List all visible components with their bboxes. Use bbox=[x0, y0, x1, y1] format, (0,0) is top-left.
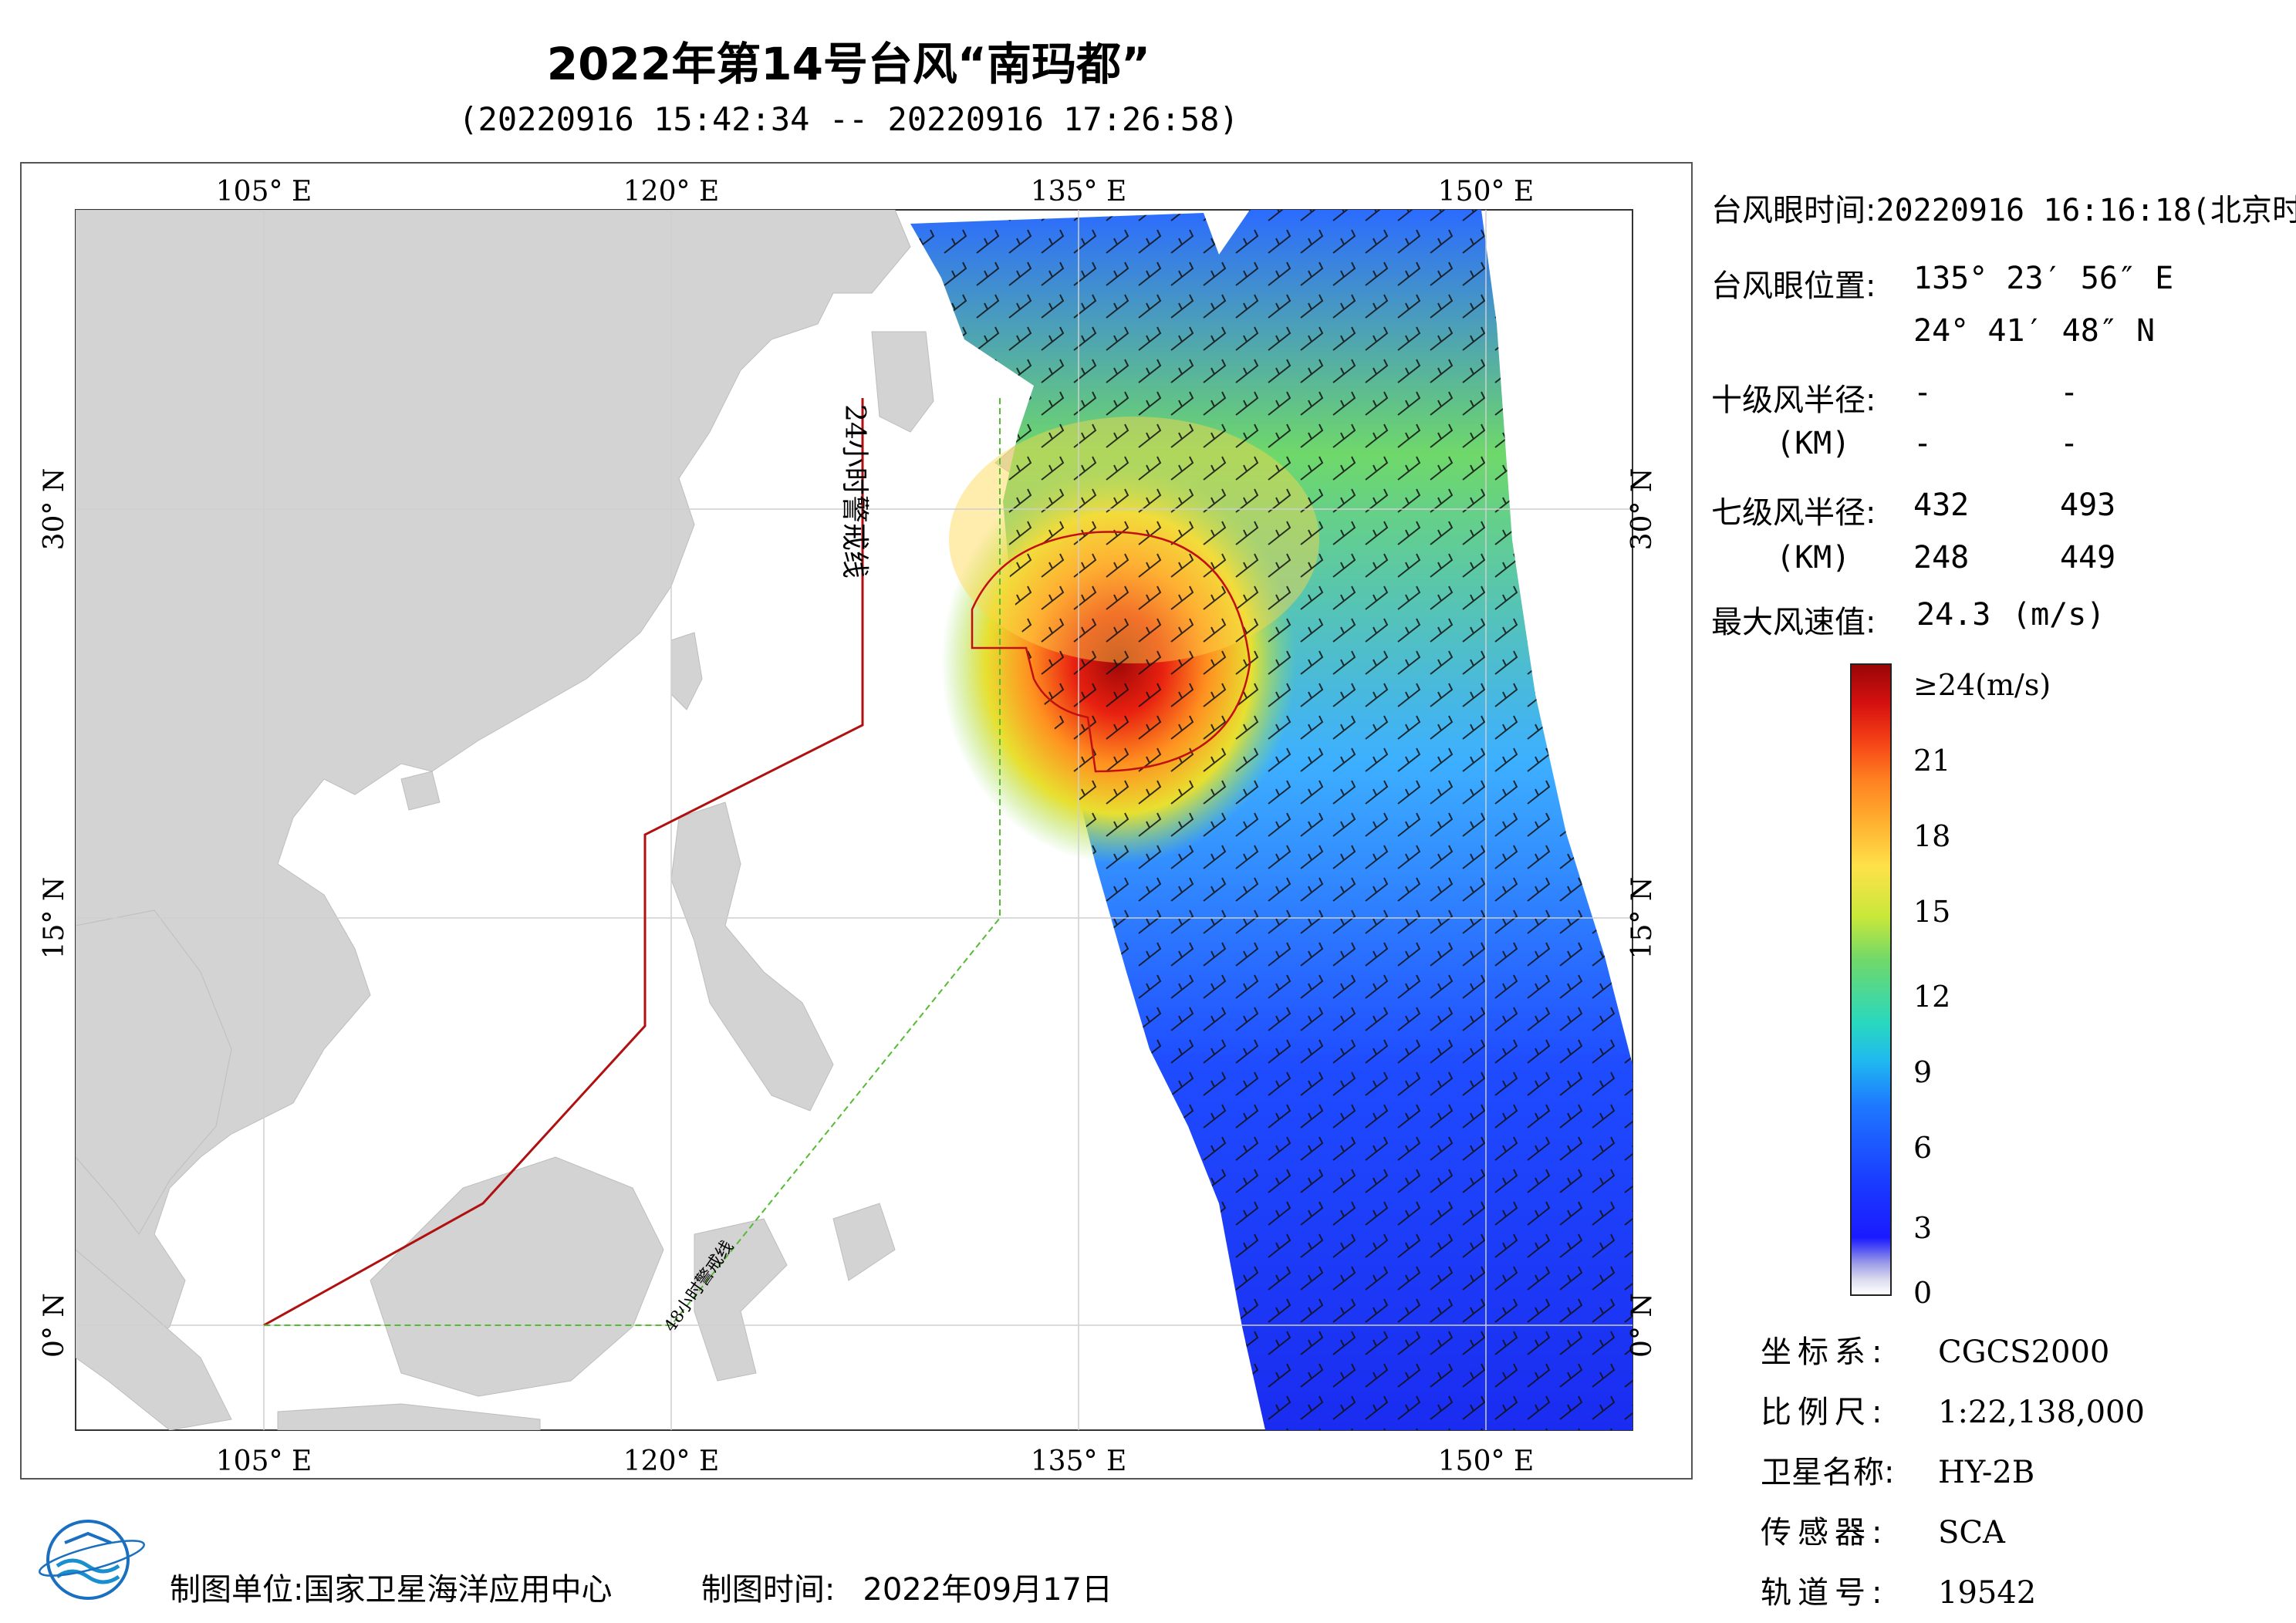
lat-label-left-15: 15° N bbox=[39, 877, 70, 960]
map-title: 2022年第14号台风“南玛都” bbox=[546, 38, 1151, 90]
max-wind-label: 最大风速值: bbox=[1711, 605, 1876, 640]
lat-label-right-0: 0° N bbox=[1626, 1293, 1658, 1358]
legend-tick-6: 6 bbox=[1913, 1131, 1933, 1165]
legend-tick-9: 9 bbox=[1913, 1055, 1933, 1089]
sensor-value: SCA bbox=[1938, 1515, 2005, 1550]
crs-value: CGCS2000 bbox=[1938, 1335, 2110, 1370]
satellite-label: 卫星名称: bbox=[1761, 1455, 1895, 1490]
lon-label-top-135: 135° E bbox=[1031, 176, 1126, 208]
radius-7-label: 七级风半径: bbox=[1711, 495, 1876, 531]
lon-label-bottom-105: 105° E bbox=[216, 1446, 312, 1477]
lon-label-top-105: 105° E bbox=[216, 176, 312, 208]
eye-position-label: 台风眼位置: bbox=[1711, 268, 1876, 304]
legend-tick-21: 21 bbox=[1913, 744, 1951, 778]
map-frame bbox=[20, 162, 1693, 1480]
warning-line-24h-label: 24小时警戒线 bbox=[839, 404, 870, 579]
warning-line-48h bbox=[264, 398, 1001, 1326]
orbit-label: 轨道号: bbox=[1761, 1575, 1889, 1611]
lon-label-bottom-135: 135° E bbox=[1031, 1446, 1126, 1477]
legend-tick-12: 12 bbox=[1913, 980, 1951, 1014]
radius-7-outline bbox=[971, 531, 1251, 773]
lon-label-bottom-120: 120° E bbox=[623, 1446, 719, 1477]
eye-latitude: 24° 41′ 48″ N bbox=[1913, 313, 2156, 349]
eye-longitude: 135° 23′ 56″ E bbox=[1913, 261, 2174, 296]
radius-10-label: 十级风半径: bbox=[1711, 383, 1876, 418]
warning-line-24h bbox=[263, 398, 864, 1327]
eye-time-value: 20220916 16:16:18(北京时) bbox=[1876, 193, 2296, 228]
radius-10-nw: - bbox=[2060, 426, 2079, 461]
map-footer: 制图单位:国家卫星海洋应用中心 制图时间: 2022年09月17日 bbox=[170, 1564, 1113, 1609]
lat-label-left-0: 0° N bbox=[39, 1293, 70, 1358]
eye-time-label: 台风眼时间: bbox=[1711, 193, 1876, 228]
lat-label-right-30: 30° N bbox=[1626, 468, 1658, 551]
radius-10-sw: - bbox=[1913, 426, 1933, 461]
sensor-label: 传感器: bbox=[1761, 1515, 1889, 1550]
radius-7-unit: (KM) bbox=[1776, 540, 1851, 575]
radius-10-ne: - bbox=[1913, 375, 1933, 410]
radius-10-se: - bbox=[2060, 375, 2079, 410]
satellite-value: HY-2B bbox=[1938, 1455, 2035, 1490]
radius-7-ne: 432 bbox=[1913, 488, 1970, 523]
wind-barbs bbox=[910, 210, 1633, 1430]
legend-tick-0: 0 bbox=[1913, 1276, 1933, 1310]
legend-tick-24: ≥24(m/s) bbox=[1913, 668, 2051, 702]
lon-label-top-150: 150° E bbox=[1438, 176, 1534, 208]
producer-value: 国家卫星海洋应用中心 bbox=[303, 1572, 613, 1608]
scale-label: 比例尺: bbox=[1761, 1395, 1889, 1430]
legend-tick-18: 18 bbox=[1913, 819, 1951, 853]
date-value: 2022年09月17日 bbox=[863, 1572, 1113, 1608]
legend-tick-15: 15 bbox=[1913, 895, 1951, 929]
max-wind-value: 24.3 bbox=[1916, 597, 1991, 633]
radius-7-se: 493 bbox=[2060, 488, 2116, 523]
lon-label-bottom-150: 150° E bbox=[1438, 1446, 1534, 1477]
date-label: 制图时间: bbox=[701, 1572, 836, 1608]
radius-7-sw: 248 bbox=[1913, 540, 1970, 575]
wind-speed-colorbar bbox=[1850, 663, 1892, 1296]
nsoas-logo-icon bbox=[39, 1520, 145, 1600]
radius-10-unit: (KM) bbox=[1776, 426, 1851, 461]
map-time-range: (20220916 15:42:34 -- 20220916 17:26:58) bbox=[458, 100, 1239, 138]
producer-label: 制图单位: bbox=[170, 1572, 304, 1608]
orbit-value: 19542 bbox=[1938, 1575, 2037, 1611]
legend-tick-3: 3 bbox=[1913, 1211, 1933, 1245]
lon-label-top-120: 120° E bbox=[623, 176, 719, 208]
scale-value: 1:22,138,000 bbox=[1938, 1395, 2145, 1430]
lat-label-left-30: 30° N bbox=[39, 468, 70, 551]
lat-label-right-15: 15° N bbox=[1626, 877, 1658, 960]
crs-label: 坐标系: bbox=[1761, 1335, 1889, 1370]
radius-7-nw: 449 bbox=[2060, 540, 2116, 575]
max-wind-unit: (m/s) bbox=[2012, 597, 2105, 633]
